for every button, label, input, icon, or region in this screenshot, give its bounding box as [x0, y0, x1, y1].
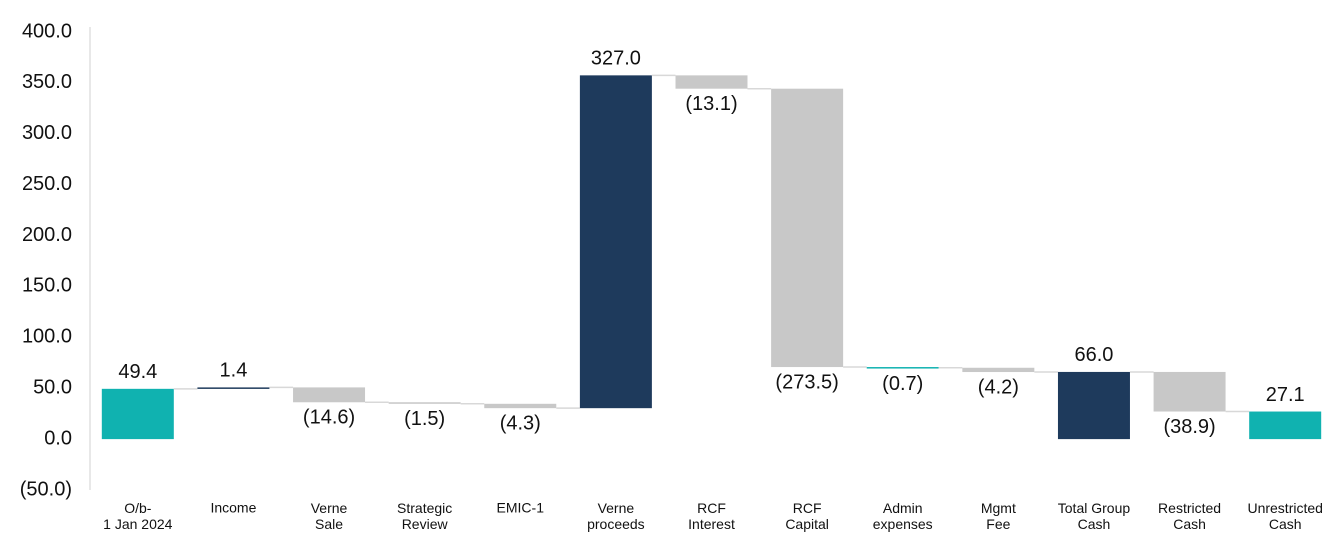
x-tick-label: RCF Interest [688, 500, 735, 532]
x-tick-label: Mgmt Fee [981, 500, 1016, 532]
x-tick-label: Verne proceeds [587, 500, 645, 532]
y-tick-label: 250.0 [22, 173, 72, 195]
value-label: (4.3) [500, 412, 541, 434]
x-tick-label: Unrestricted Cash [1247, 500, 1322, 532]
x-tick-label: Strategic Review [397, 500, 452, 532]
bar [484, 403, 557, 409]
bar [771, 88, 844, 368]
y-tick-label: 100.0 [22, 326, 72, 348]
bar [579, 75, 652, 409]
bar [1249, 411, 1322, 440]
bar [1057, 371, 1130, 440]
y-tick-label: 50.0 [33, 377, 72, 399]
bar [866, 367, 939, 369]
value-label: (1.5) [404, 408, 445, 430]
x-tick-label: Income [210, 500, 256, 516]
x-tick-label: Admin expenses [873, 500, 933, 532]
x-tick-label: EMIC-1 [497, 500, 545, 516]
value-label: (13.1) [685, 93, 737, 115]
value-label: (4.2) [978, 376, 1019, 398]
y-tick-label: 200.0 [22, 224, 72, 246]
x-tick-label: O/b-1 Jan 2024 [103, 500, 172, 532]
y-tick-label: 300.0 [22, 122, 72, 144]
value-label: 27.1 [1266, 384, 1305, 406]
x-tick-label: RCF Capital [785, 500, 829, 532]
bar [388, 402, 461, 404]
bar [197, 387, 270, 389]
y-tick-label: (50.0) [20, 478, 72, 500]
value-label: (38.9) [1163, 416, 1215, 438]
x-tick-label: Restricted Cash [1158, 500, 1221, 532]
x-tick-label: Verne Sale [311, 500, 348, 532]
value-label: (14.6) [303, 407, 355, 429]
y-tick-label: 350.0 [22, 71, 72, 93]
y-tick-label: 400.0 [22, 20, 72, 42]
value-label: 1.4 [220, 360, 248, 382]
y-tick-label: 0.0 [44, 427, 72, 449]
bar [293, 387, 366, 403]
x-tick-label: Total Group Cash [1058, 500, 1131, 532]
bar [675, 75, 748, 89]
y-tick-label: 150.0 [22, 275, 72, 297]
value-label: (0.7) [882, 373, 923, 395]
value-label: 327.0 [591, 48, 641, 70]
value-label: (273.5) [775, 371, 838, 393]
bar [962, 367, 1035, 373]
value-label: 49.4 [118, 361, 157, 383]
value-label: 66.0 [1074, 344, 1113, 366]
bar [1153, 371, 1226, 412]
bar [101, 388, 174, 440]
